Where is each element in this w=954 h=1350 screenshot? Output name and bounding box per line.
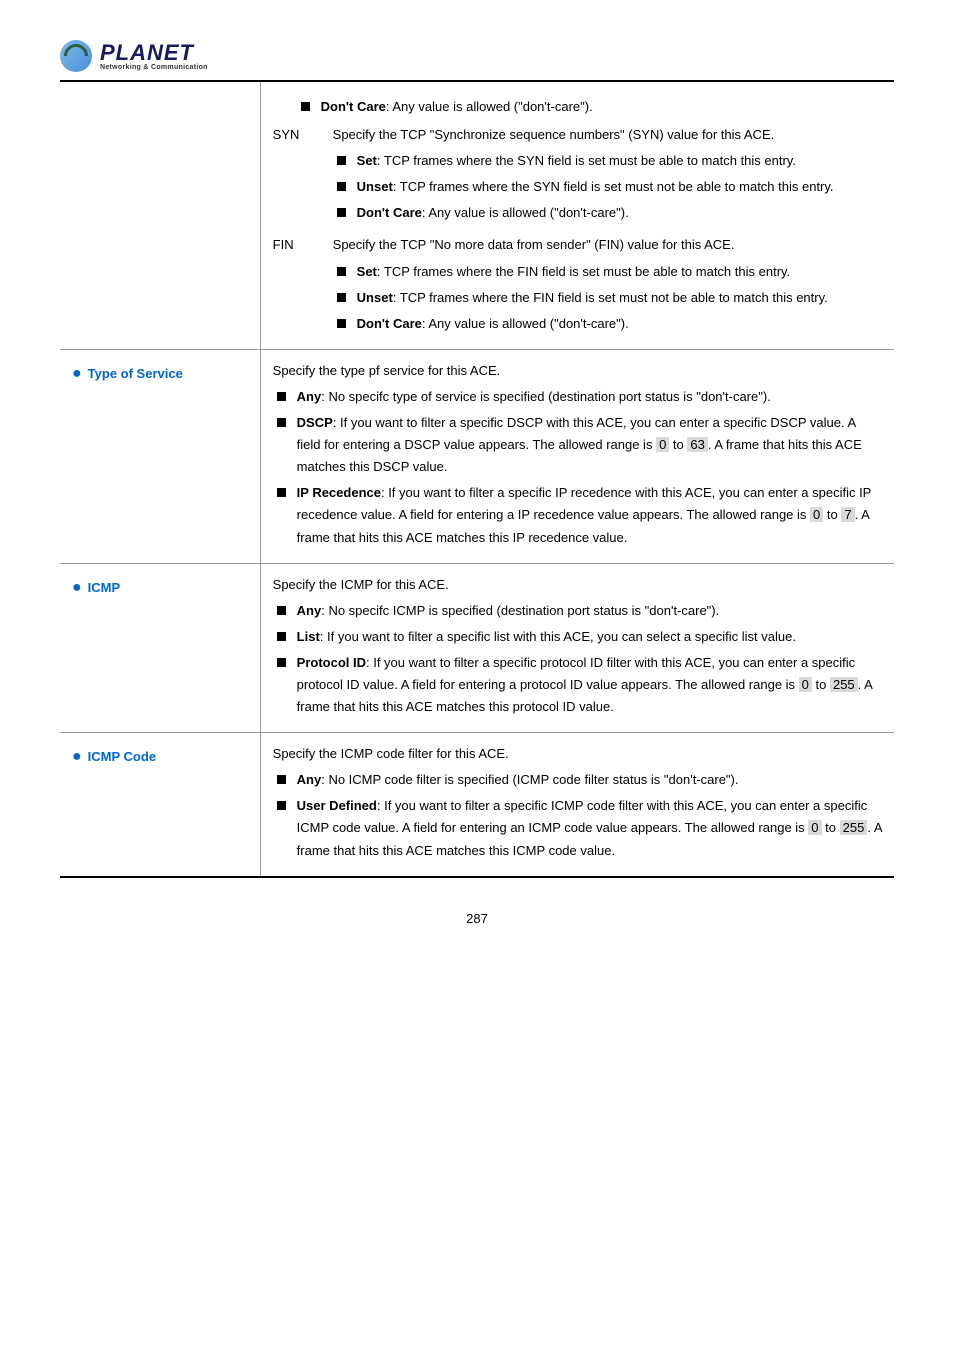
- tos-label: Type of Service: [88, 366, 183, 381]
- logo-main: PLANET: [100, 42, 208, 64]
- fin-set: Set: TCP frames where the FIN field is s…: [333, 261, 872, 283]
- syn-set: Set: TCP frames where the SYN field is s…: [333, 150, 872, 172]
- tos-any: Any: No specifc type of service is speci…: [273, 386, 882, 408]
- code-any: Any: No ICMP code filter is specified (I…: [273, 769, 882, 791]
- syn-dc: Don't Care: Any value is allowed ("don't…: [333, 202, 872, 224]
- globe-icon: [60, 40, 92, 72]
- code-intro: Specify the ICMP code filter for this AC…: [273, 743, 882, 765]
- spec-table: Don't Care: Any value is allowed ("don't…: [60, 82, 894, 878]
- fin-text: Specify the TCP "No more data from sende…: [333, 234, 872, 256]
- syn-unset: Unset: TCP frames where the SYN field is…: [333, 176, 872, 198]
- tos-intro: Specify the type pf service for this ACE…: [273, 360, 882, 382]
- fin-dc: Don't Care: Any value is allowed ("don't…: [333, 313, 872, 335]
- tos-dscp: DSCP: If you want to filter a specific D…: [273, 412, 882, 478]
- fin-unset: Unset: TCP frames where the FIN field is…: [333, 287, 872, 309]
- syn-label: SYN: [273, 124, 333, 228]
- code-ud: User Defined: If you want to filter a sp…: [273, 795, 882, 861]
- logo-sub: Networking & Communication: [100, 64, 208, 71]
- logo: PLANET Networking & Communication: [60, 40, 894, 72]
- icmp-label: ICMP: [88, 580, 121, 595]
- syn-text: Specify the TCP "Synchronize sequence nu…: [333, 124, 872, 146]
- icmp-pid: Protocol ID: If you want to filter a spe…: [273, 652, 882, 718]
- bullet-icon: ●: [72, 365, 82, 382]
- page-number: 287: [60, 908, 894, 930]
- icmp-any: Any: No specifc ICMP is specified (desti…: [273, 600, 882, 622]
- bullet-icon: ●: [72, 579, 82, 596]
- dontcare-item: Don't Care: Any value is allowed ("don't…: [297, 96, 882, 118]
- tos-ipr: IP Recedence: If you want to filter a sp…: [273, 482, 882, 548]
- bullet-icon: ●: [72, 748, 82, 765]
- icmp-intro: Specify the ICMP for this ACE.: [273, 574, 882, 596]
- fin-label: FIN: [273, 234, 333, 338]
- icmpcode-label: ICMP Code: [88, 749, 156, 764]
- icmp-list: List: If you want to filter a specific l…: [273, 626, 882, 648]
